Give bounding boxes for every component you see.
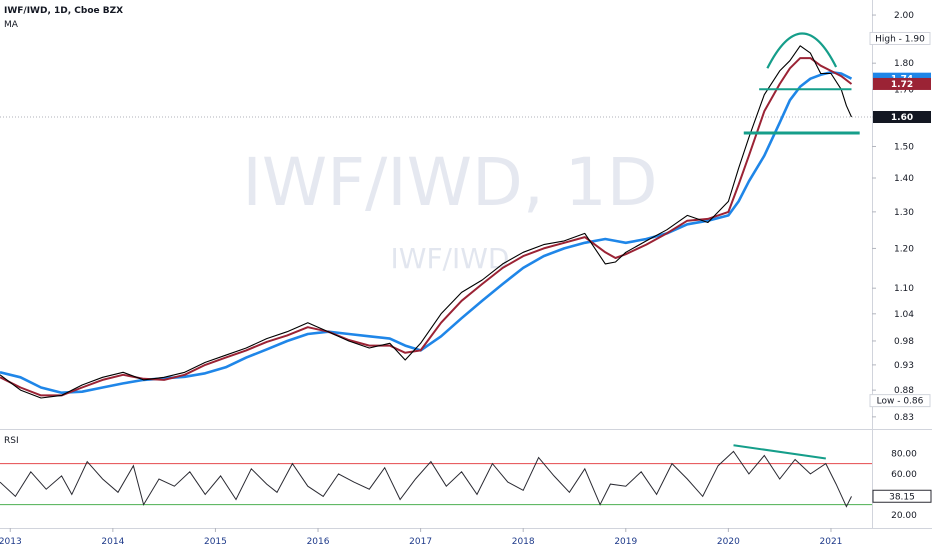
time-tick-label: 2020 [717,537,740,547]
time-tick-label: 2013 [0,537,22,547]
last-price-badge-bg [873,110,931,123]
time-tick-label: 2015 [204,537,227,547]
grid-layer [0,0,932,529]
price-tick-label: 1.70 [894,85,914,95]
rsi-divergence-line [733,444,826,460]
time-tick-label: 2017 [409,537,432,547]
rsi-label[interactable]: RSI [4,436,19,446]
price-tick-label: 0.98 [894,337,914,347]
rsi-tick-label: 20.00 [891,511,917,521]
high-marker: High - 1.90 [869,31,931,45]
arc-drawing [766,32,838,69]
price-tick-label: 1.50 [894,142,914,152]
time-tick-label: 2021 [820,537,843,547]
price-tick-label: 1.80 [894,59,914,69]
time-axis[interactable]: 2013 2014 2015 2016 2017 2018 2019 2020 2021 [0,528,842,547]
price-axis[interactable]: 0.830.860.880.930.981.041.101.201.301.40… [869,11,932,521]
price-tick-label: 1.20 [894,244,914,254]
watermark-sub: IWF/IWD [391,242,510,275]
time-tick-label: 2018 [512,537,535,547]
symbol-title[interactable]: IWF/IWD, 1D, Cboe BZX [4,6,124,16]
low-marker-text: Low - 0.86 [877,397,924,407]
high-marker-bg [869,31,931,45]
price-tick-label: 1.30 [894,208,914,218]
low-marker-bg [869,394,931,408]
series-line-price[interactable] [0,45,853,399]
time-tick-label: 2016 [307,537,330,547]
rsi-value-badge-text: 38.15 [889,492,915,502]
ma-short-price-badge-bg [873,77,931,90]
last-price-badge-text: 1.60 [891,113,913,123]
price-tick-label: 1.40 [894,174,914,184]
high-marker-text: High - 1.90 [875,34,925,44]
time-tick-label: 2019 [614,537,637,547]
low-marker: Low - 0.86 [869,394,931,408]
price-tick-label: 0.83 [894,413,914,423]
rsi-tick-label: 60.00 [891,470,917,480]
rsi-value-badge: 38.15 [872,489,932,503]
ma-short-price-badge: 1.72 [873,77,931,90]
series-line-ma_short[interactable] [0,57,853,397]
price-tick-label: 1.04 [894,310,914,320]
ma-short-price-badge-text: 1.72 [891,80,913,90]
price-tick-label: 0.93 [894,361,914,371]
watermark-main: IWF/IWD, 1D [242,144,657,221]
last-price-badge: 1.60 [873,110,931,123]
drawing-annotations [743,32,860,135]
rsi-line[interactable] [0,450,852,508]
rsi-pane[interactable] [0,444,872,508]
indicator-label[interactable]: MA [4,20,18,30]
rsi-tick-label: 80.00 [891,449,917,459]
price-tick-label: 2.00 [894,11,914,21]
main-plot[interactable] [0,45,872,399]
rsi-value-badge-bg [872,489,932,503]
series-line-ma_long[interactable] [0,70,853,394]
price-tick-label: 1.10 [894,284,914,294]
time-tick-label: 2014 [101,537,124,547]
price-tick-label: 0.88 [894,386,914,396]
